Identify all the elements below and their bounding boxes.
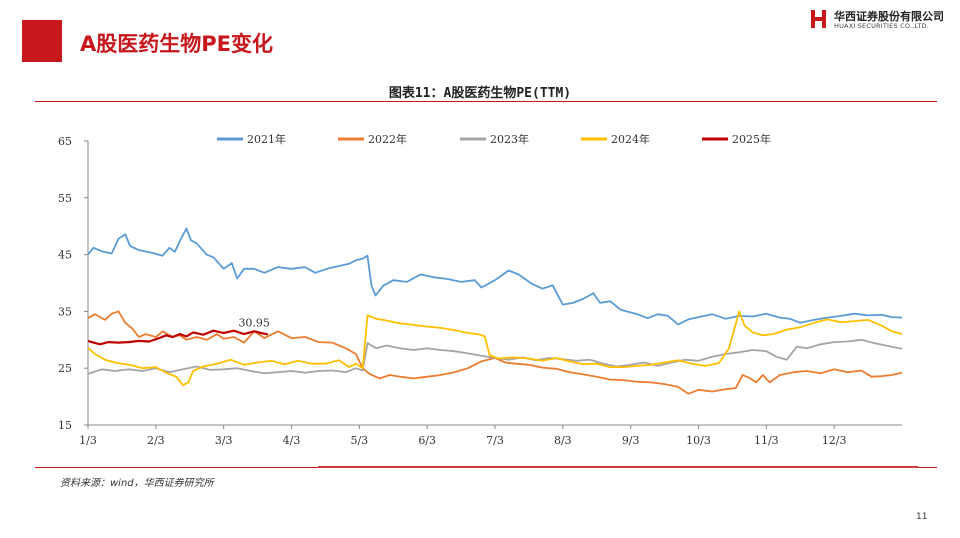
page-number: 11 [916,512,928,522]
x-tick-label: 8/3 [554,434,572,447]
y-tick-label: 15 [58,419,72,432]
series-line-2022年 [87,310,903,395]
logo-english-name: HUAXI SECURITIES CO.,LTD. [834,22,929,30]
legend-label: 2022年 [368,132,407,146]
divider-top [35,101,937,102]
y-tick-label: 55 [58,192,72,205]
x-tick-label: 7/3 [486,434,504,447]
x-tick-label: 1/3 [79,434,97,447]
x-tick-label: 3/3 [215,434,233,447]
divider-bottom-accent [318,466,918,468]
x-tick-label: 12/3 [822,434,847,447]
y-tick-label: 65 [58,135,72,148]
legend-label: 2025年 [732,132,771,146]
series-line-2024年 [87,310,903,387]
y-tick-label: 25 [58,362,72,375]
chart-title: 图表11：A股医药生物PE(TTM) [388,86,572,101]
x-tick-label: 5/3 [350,434,368,447]
legend-label: 2021年 [247,132,286,146]
company-logo: 华西证券股份有限公司 HUAXI SECURITIES CO.,LTD. [810,8,950,34]
y-tick-label: 45 [58,249,72,262]
y-tick-label: 35 [58,305,72,318]
huaxi-logo-icon [811,10,826,28]
x-tick-label: 6/3 [418,434,436,447]
x-tick-label: 10/3 [686,434,711,447]
title-accent-bar [22,20,62,62]
series-line-2025年 [87,329,269,346]
series-line-2023年 [87,338,903,375]
legend-label: 2024年 [611,132,650,146]
x-tick-label: 4/3 [283,434,301,447]
page-title: A股医药生物PE变化 [80,32,273,56]
x-tick-label: 11/3 [754,434,779,447]
data-annotation: 30.95 [238,316,270,329]
series-line-2021年 [87,227,903,326]
data-source-note: 资料来源：wind，华西证券研究所 [60,478,214,489]
x-tick-label: 2/3 [147,434,165,447]
legend-label: 2023年 [490,132,529,146]
x-tick-label: 9/3 [622,434,640,447]
logo-chinese-name: 华西证券股份有限公司 [834,10,944,23]
